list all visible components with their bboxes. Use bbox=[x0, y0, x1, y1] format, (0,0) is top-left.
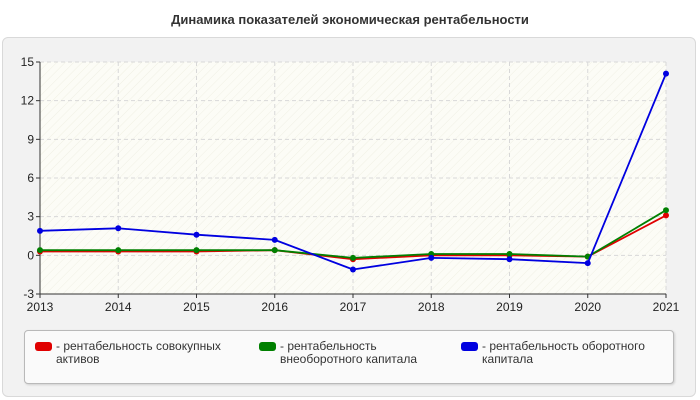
y-tick-label: 9 bbox=[27, 132, 34, 146]
y-tick-label: 3 bbox=[27, 210, 34, 224]
data-point-2 bbox=[271, 236, 278, 243]
data-point-2 bbox=[115, 225, 122, 232]
data-point-1 bbox=[193, 247, 200, 254]
data-point-2 bbox=[584, 260, 591, 267]
chart-title: Динамика показателей экономическая рента… bbox=[171, 12, 529, 27]
data-point-1 bbox=[506, 251, 513, 258]
data-point-2 bbox=[663, 70, 669, 77]
legend-item-noncurrent-capital: - рентабельность внеоборотного капитала bbox=[259, 340, 460, 366]
legend-item-working-capital: - рентабельность оборотного капитала bbox=[461, 340, 662, 366]
x-tick-label: 2019 bbox=[496, 300, 523, 314]
data-point-1 bbox=[663, 207, 669, 214]
legend-item-total-assets: - рентабельность совокупных активов bbox=[35, 340, 236, 366]
data-point-1 bbox=[115, 247, 122, 254]
y-tick-label: 0 bbox=[27, 248, 34, 262]
legend-swatch-red bbox=[35, 342, 52, 351]
x-tick-label: 2013 bbox=[27, 300, 54, 314]
x-tick-label: 2021 bbox=[653, 300, 680, 314]
y-tick-label: 15 bbox=[21, 55, 35, 69]
data-point-0 bbox=[663, 212, 669, 219]
data-point-1 bbox=[350, 254, 356, 261]
data-point-1 bbox=[37, 247, 43, 254]
legend-label: - рентабельность совокупных активов bbox=[56, 339, 221, 366]
y-tick-label: 12 bbox=[21, 94, 35, 108]
x-tick-label: 2016 bbox=[261, 300, 288, 314]
x-tick-label: 2014 bbox=[105, 300, 132, 314]
axes bbox=[36, 61, 667, 298]
x-tick-label: 2020 bbox=[574, 300, 601, 314]
legend: - рентабельность совокупных активов - ре… bbox=[24, 330, 674, 384]
legend-swatch-blue bbox=[461, 342, 478, 351]
series-lines bbox=[37, 70, 669, 273]
data-point-2 bbox=[506, 256, 513, 263]
data-point-2 bbox=[350, 266, 356, 273]
y-tick-label: -3 bbox=[23, 287, 34, 301]
legend-swatch-green bbox=[259, 342, 276, 351]
data-point-2 bbox=[193, 231, 200, 238]
y-tick-label: 6 bbox=[27, 171, 34, 185]
data-point-1 bbox=[271, 247, 278, 254]
x-tick-label: 2018 bbox=[418, 300, 445, 314]
x-tick-label: 2015 bbox=[183, 300, 210, 314]
data-point-2 bbox=[428, 254, 435, 261]
x-tick-label: 2017 bbox=[340, 300, 367, 314]
legend-label: - рентабельность оборотного капитала bbox=[482, 339, 645, 366]
data-point-2 bbox=[37, 227, 43, 234]
legend-label: - рентабельность внеоборотного капитала bbox=[280, 339, 417, 366]
